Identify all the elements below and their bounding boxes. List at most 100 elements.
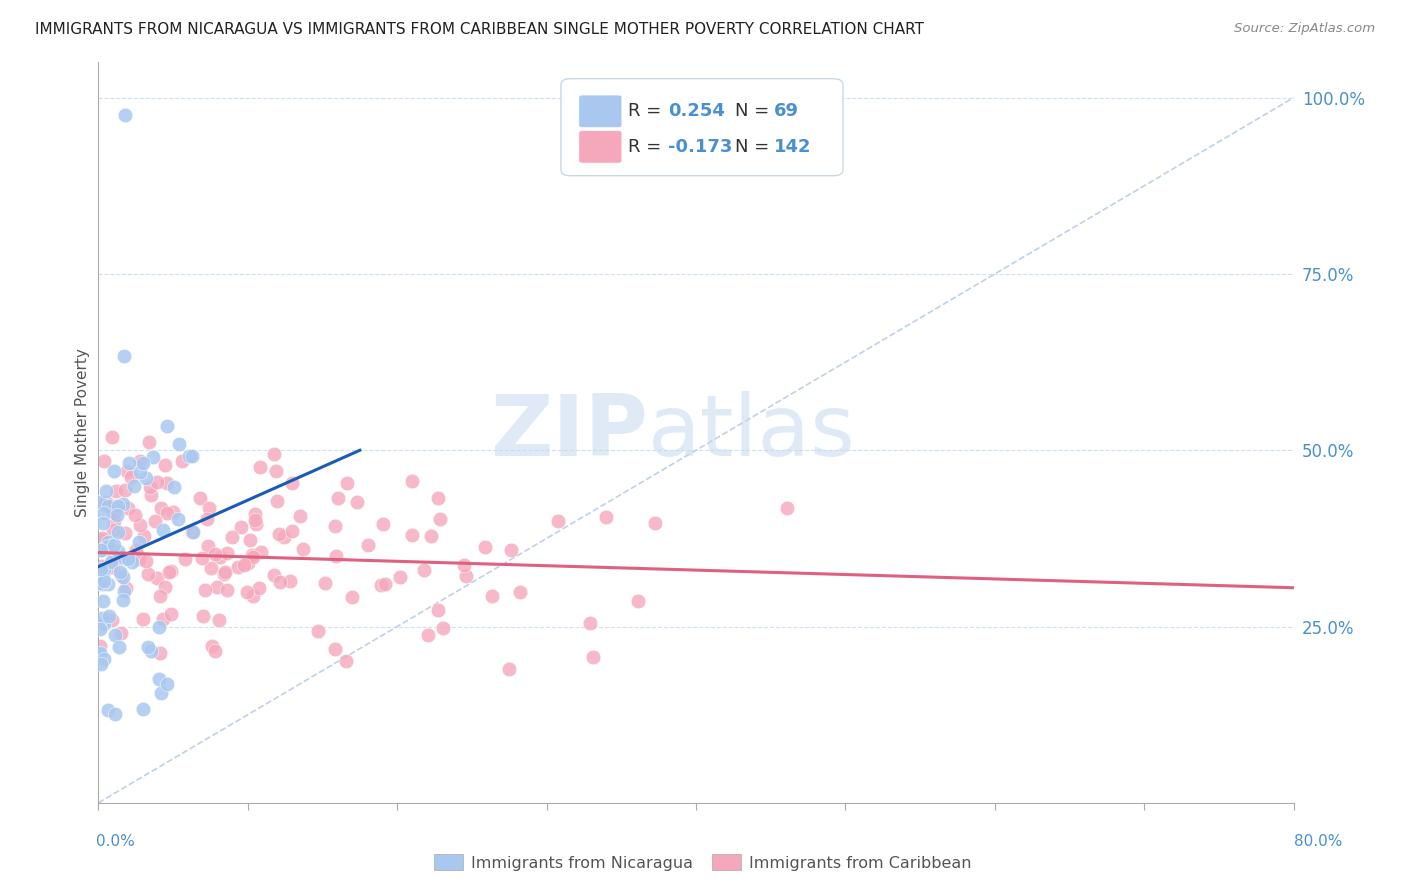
Point [125, 543, 148, 558]
Point [89, 639, 111, 653]
FancyBboxPatch shape [579, 130, 621, 163]
Point [307, 624, 329, 639]
Point [163, 480, 186, 494]
Point [240, 548, 263, 562]
Point [96, 495, 118, 509]
Point [115, 581, 138, 595]
Point [104, 628, 127, 642]
Point [104, 706, 127, 721]
Point [139, 644, 162, 658]
Point [181, 525, 204, 540]
Point [129, 518, 152, 533]
Point [214, 565, 236, 579]
Point [149, 500, 172, 515]
Point [90, 558, 112, 573]
Point [157, 565, 180, 579]
Point [107, 543, 129, 558]
Point [281, 475, 304, 490]
Point [336, 476, 359, 491]
Point [97, 577, 120, 591]
Point [146, 571, 169, 585]
Point [215, 582, 238, 597]
Point [91, 531, 114, 545]
Point [401, 475, 423, 489]
Point [132, 612, 155, 626]
Point [135, 471, 157, 485]
Point [474, 540, 496, 554]
Point [143, 515, 166, 529]
Point [269, 527, 291, 541]
Point [156, 419, 179, 434]
Point [93, 574, 115, 589]
Point [221, 530, 243, 544]
Point [357, 538, 380, 552]
Point [509, 585, 531, 599]
Point [103, 539, 125, 553]
Point [242, 549, 264, 564]
Point [111, 593, 134, 607]
Point [418, 628, 440, 642]
Text: 80.0%: 80.0% [1295, 834, 1343, 849]
Point [110, 567, 132, 582]
Point [432, 621, 454, 635]
Point [266, 494, 288, 508]
Point [101, 547, 124, 561]
Point [197, 539, 219, 553]
Point [97, 540, 120, 554]
Point [181, 524, 204, 539]
FancyBboxPatch shape [561, 78, 844, 176]
Point [578, 615, 600, 630]
Point [229, 520, 252, 534]
Point [89, 646, 111, 660]
Point [481, 589, 503, 603]
Point [93, 616, 115, 631]
Legend: Immigrants from Nicaragua, Immigrants from Caribbean: Immigrants from Nicaragua, Immigrants fr… [434, 854, 972, 871]
Point [89, 495, 111, 509]
Point [103, 464, 125, 478]
Point [89, 574, 111, 588]
Point [263, 447, 285, 461]
Point [200, 561, 222, 575]
Point [148, 620, 170, 634]
Point [323, 518, 346, 533]
Point [335, 654, 357, 668]
Point [107, 551, 129, 566]
Point [114, 483, 136, 497]
Point [243, 507, 266, 521]
Point [114, 108, 136, 122]
Point [169, 436, 191, 450]
Point [103, 514, 125, 528]
Point [138, 434, 160, 449]
Point [208, 549, 231, 564]
Point [342, 590, 364, 604]
Point [152, 523, 174, 537]
Point [153, 581, 176, 595]
Point [101, 499, 124, 513]
Point [150, 686, 173, 700]
Point [120, 470, 142, 484]
Point [107, 500, 129, 514]
Point [132, 456, 155, 470]
Point [136, 567, 159, 582]
Point [204, 644, 226, 658]
Text: IMMIGRANTS FROM NICARAGUA VS IMMIGRANTS FROM CARIBBEAN SINGLE MOTHER POVERTY COR: IMMIGRANTS FROM NICARAGUA VS IMMIGRANTS … [35, 22, 924, 37]
Point [93, 497, 115, 511]
Point [207, 580, 229, 594]
Point [139, 480, 162, 494]
Point [314, 576, 336, 591]
Point [326, 491, 349, 505]
Text: N =: N = [735, 138, 775, 156]
Point [188, 491, 211, 506]
Point [499, 543, 522, 558]
FancyBboxPatch shape [579, 95, 621, 128]
Point [266, 464, 288, 478]
Point [90, 657, 112, 671]
Text: Source: ZipAtlas.com: Source: ZipAtlas.com [1234, 22, 1375, 36]
Point [90, 542, 112, 557]
Point [239, 533, 262, 547]
Point [149, 646, 172, 660]
Point [128, 454, 150, 468]
Point [132, 701, 155, 715]
Point [281, 524, 304, 538]
Point [97, 703, 120, 717]
